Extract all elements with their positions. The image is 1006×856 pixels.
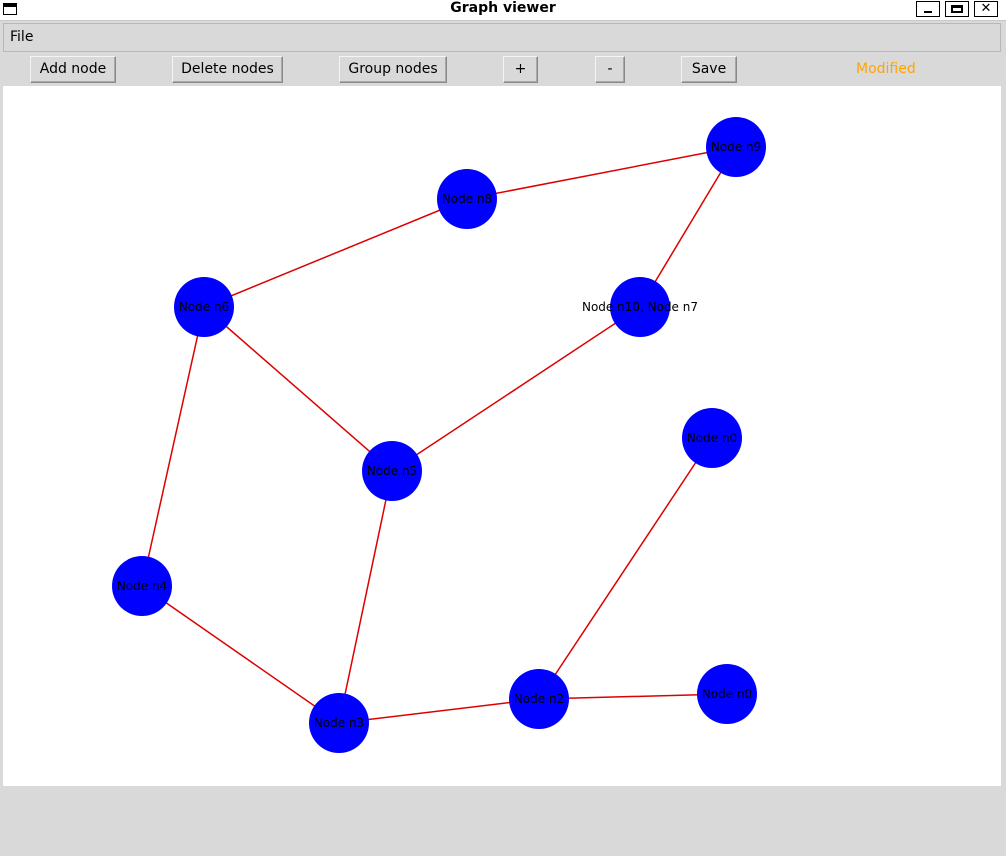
graph-node-n5[interactable]: Node n5 [362,441,422,501]
node-label: Node n3 [314,716,364,730]
menu-bar: File [3,23,1001,52]
graph-node-n4[interactable]: Node n4 [112,556,172,616]
node-circle[interactable] [697,664,757,724]
graph-edge-n9-n10 [639,146,737,308]
graph-edge-n6-n4 [141,306,205,587]
minimize-button[interactable] [916,1,940,17]
group-nodes-button[interactable]: Group nodes [339,56,447,83]
node-label: Node n9 [711,140,761,154]
graph-edge-n4-n3 [141,585,340,724]
graph-edge-n6-n5 [203,306,393,472]
status-label: Modified [856,61,916,77]
node-label: Node n0 [702,687,752,701]
node-circle[interactable] [509,669,569,729]
toolbar: Add node Delete nodes Group nodes + - Sa… [3,54,1001,86]
node-circle[interactable] [706,117,766,177]
save-button[interactable]: Save [681,56,737,83]
node-circle[interactable] [362,441,422,501]
graph-edge-n6-n8 [203,198,468,308]
node-label: Node n6 [179,300,229,314]
node-circle[interactable] [309,693,369,753]
menu-file[interactable]: File [10,29,34,45]
node-circle[interactable] [174,277,234,337]
close-icon: ✕ [980,1,992,16]
node-circle[interactable] [112,556,172,616]
title-bar: Graph viewer ✕ [0,0,1006,21]
node-label: Node n4 [117,579,167,593]
graph-edge-n3-n2 [338,698,540,724]
graph-edge-n8-n9 [466,146,737,200]
graph-edge-n5-n10 [391,306,641,472]
graph-node-n6[interactable]: Node n6 [174,277,234,337]
window-icon [3,3,17,15]
node-label: Node n0 [687,431,737,445]
delete-nodes-button[interactable]: Delete nodes [172,56,283,83]
graph-node-n0a[interactable]: Node n0 [682,408,742,468]
node-circle[interactable] [437,169,497,229]
node-circle[interactable] [682,408,742,468]
zoom-in-button[interactable]: + [503,56,538,83]
maximize-icon [951,5,963,13]
graph-node-n2[interactable]: Node n2 [509,669,569,729]
node-label: Node n8 [442,192,492,206]
graph-svg: Node n9 Node n8 Node n6 Node n10, Node n7 No… [112,117,766,753]
graph-edge-n5-n3 [338,470,393,724]
close-button[interactable]: ✕ [974,1,998,17]
maximize-button[interactable] [945,1,969,17]
graph-edge-n2-n0b [538,693,728,700]
bottom-panel [3,786,1001,854]
add-node-button[interactable]: Add node [30,56,116,83]
graph-node-n3[interactable]: Node n3 [309,693,369,753]
graph-edge-n2-n0a [538,437,713,700]
zoom-out-button[interactable]: - [595,56,625,83]
graph-node-n9[interactable]: Node n9 [706,117,766,177]
node-label: Node n10, Node n7 [582,300,698,314]
node-circle[interactable] [610,277,670,337]
minimize-icon [924,11,932,13]
graph-node-n0b[interactable]: Node n0 [697,664,757,724]
node-label: Node n5 [367,464,417,478]
graph-node-n8[interactable]: Node n8 [437,169,497,229]
node-label: Node n2 [514,692,564,706]
window-title: Graph viewer [450,0,556,16]
graph-node-n10[interactable]: Node n10, Node n7 [582,277,698,337]
graph-canvas[interactable]: Node n9 Node n8 Node n6 Node n10, Node n7 No… [3,86,1001,786]
